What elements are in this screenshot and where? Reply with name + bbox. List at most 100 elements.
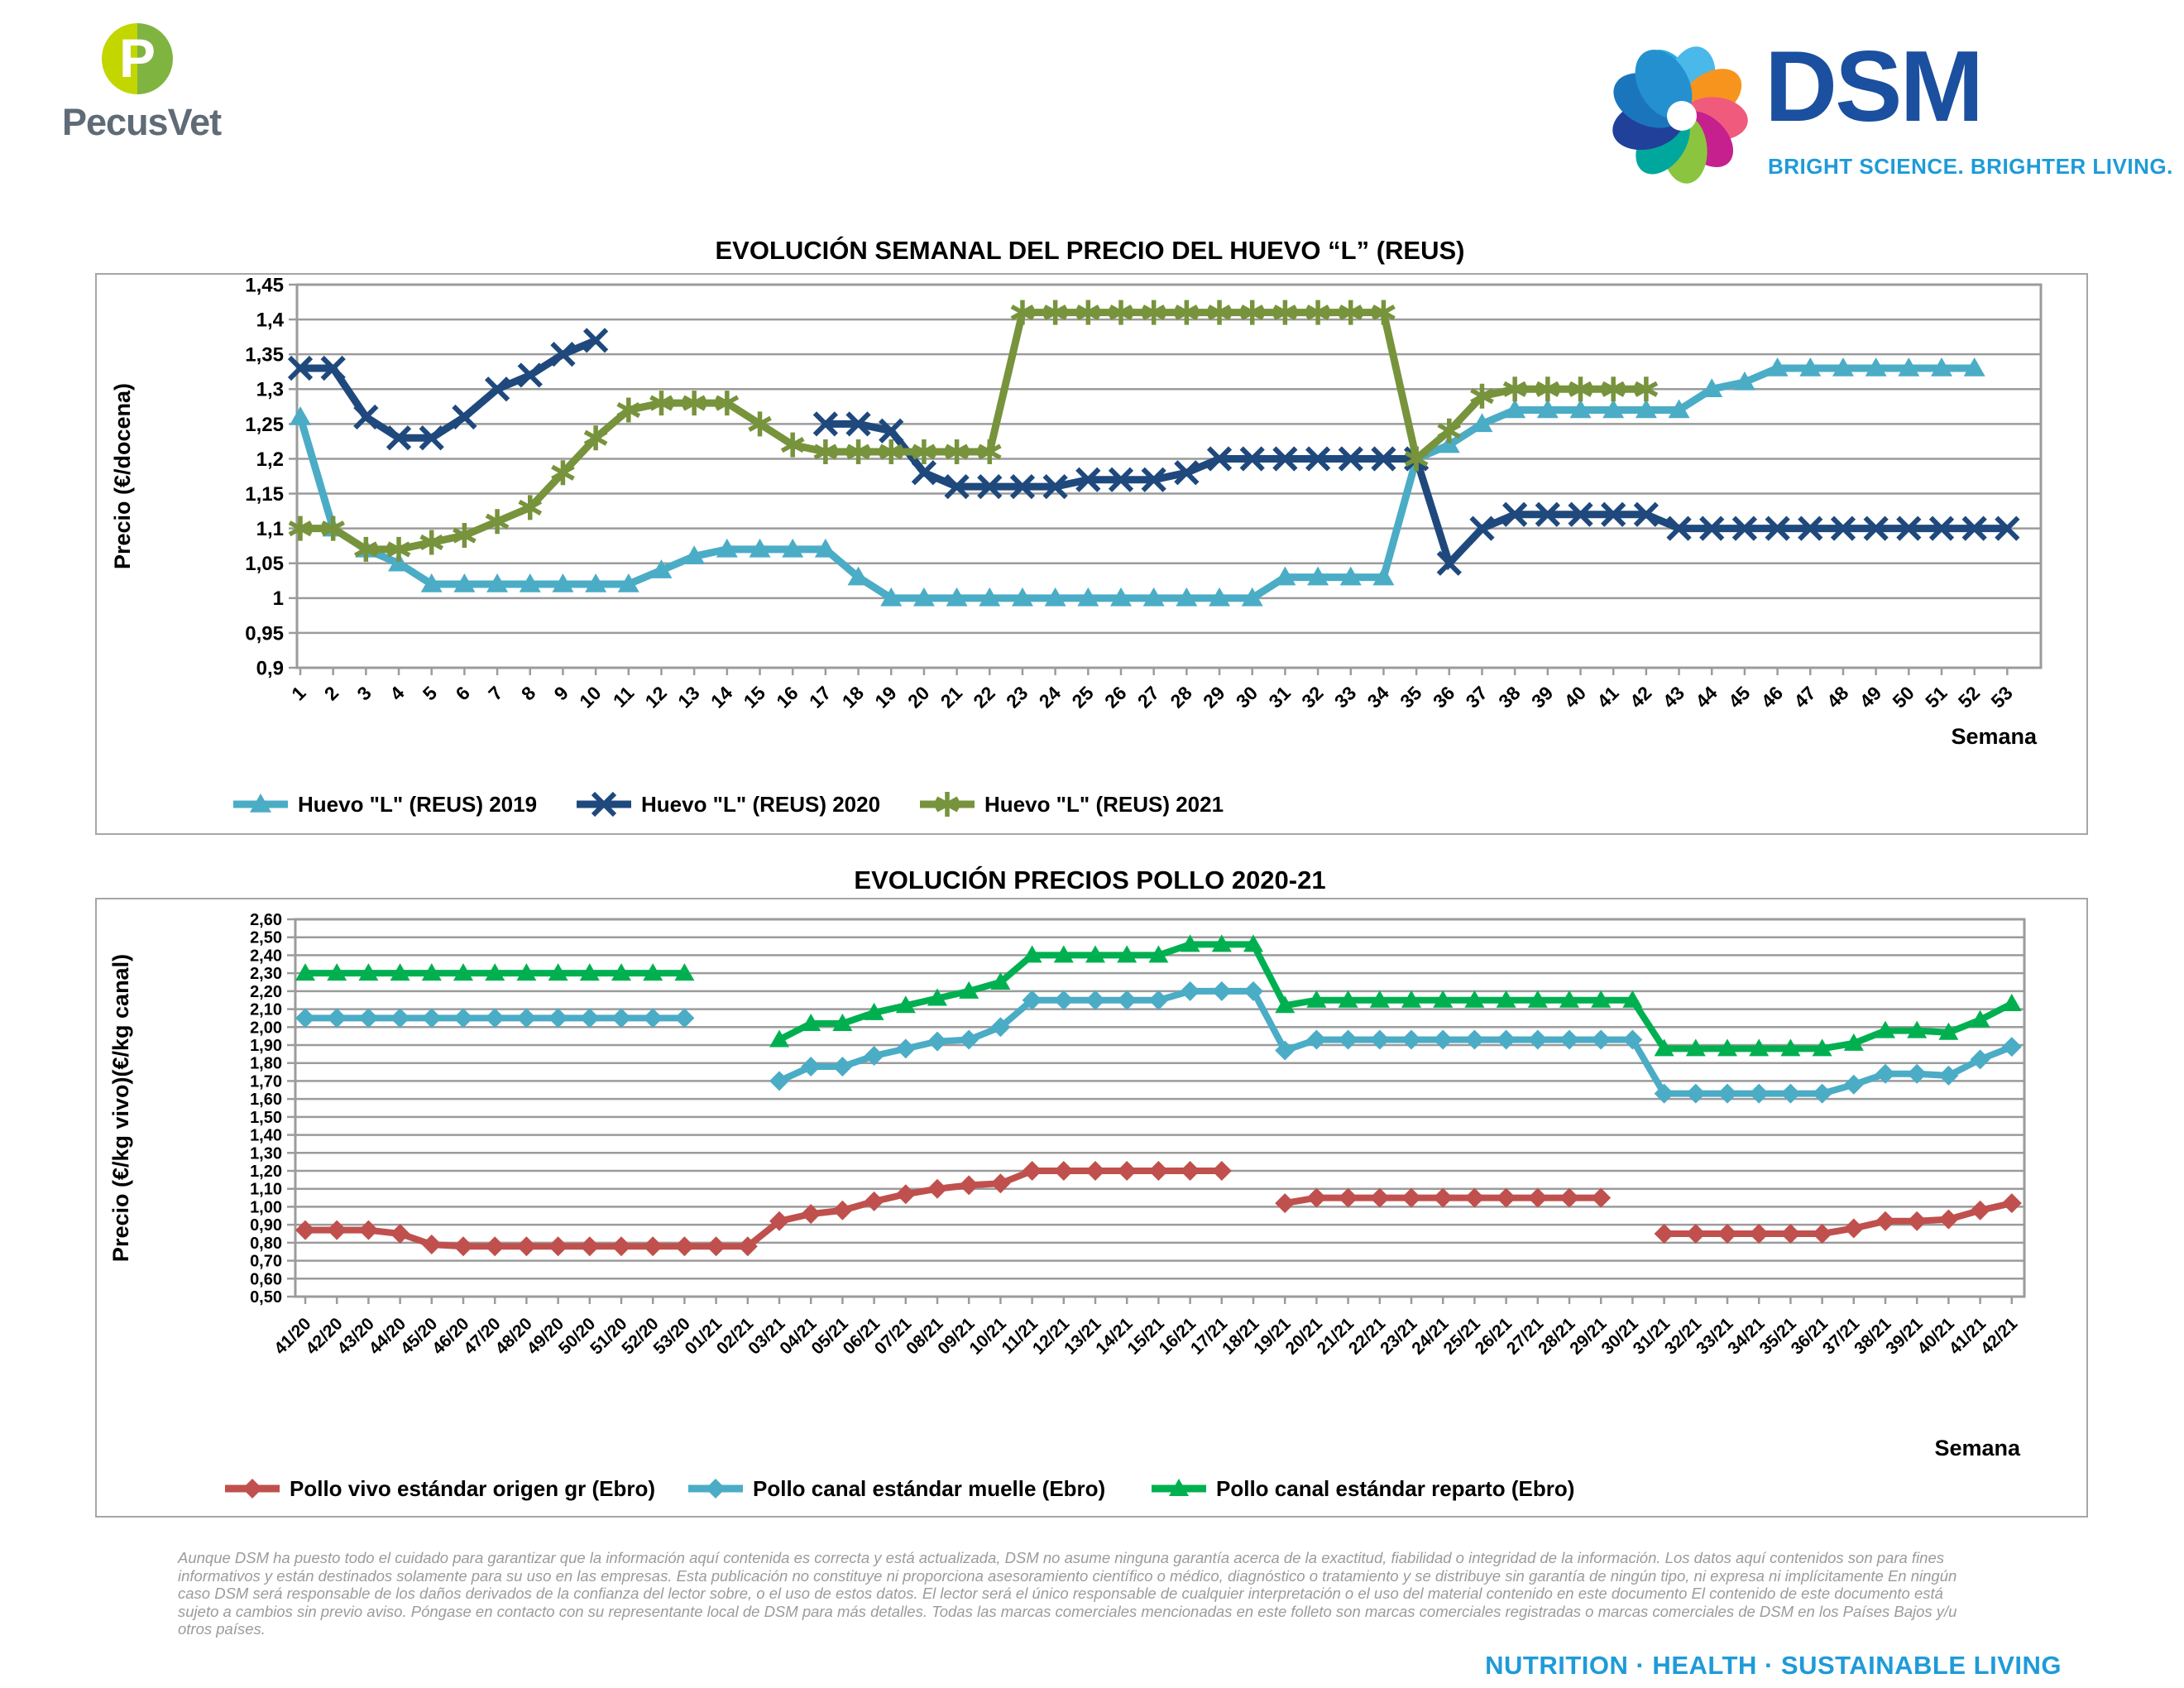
marker-diamond bbox=[927, 1031, 947, 1052]
marker-star bbox=[616, 397, 641, 423]
marker-triangle bbox=[1077, 587, 1099, 607]
marker-x bbox=[517, 362, 543, 388]
marker-triangle bbox=[912, 587, 935, 607]
legend: Huevo "L" (REUS) 2019 Huevo "L" (REUS) 20… bbox=[233, 791, 1224, 818]
x-tick-label: 28 bbox=[1166, 682, 1196, 712]
marker-triangle bbox=[1274, 566, 1296, 586]
marker-triangle bbox=[579, 963, 600, 981]
x-tick-label: 29 bbox=[1199, 682, 1228, 712]
marker-triangle bbox=[1401, 990, 1421, 1008]
marker-diamond bbox=[1211, 1161, 1232, 1181]
x-tick-label: 20 bbox=[903, 682, 933, 712]
marker-star bbox=[1010, 300, 1035, 325]
marker-triangle bbox=[1668, 399, 1690, 419]
marker-triangle bbox=[1812, 1038, 1832, 1057]
marker-diamond bbox=[990, 1173, 1011, 1194]
marker-diamond bbox=[1685, 1224, 1706, 1244]
x-tick-label: 6 bbox=[452, 682, 474, 704]
marker-diamond bbox=[1275, 1040, 1296, 1061]
marker-triangle bbox=[1931, 357, 1952, 376]
x-tick-label: 15 bbox=[740, 682, 770, 712]
marker-triangle bbox=[1635, 399, 1657, 419]
marker-x bbox=[582, 328, 609, 353]
marker-diamond bbox=[1053, 990, 1074, 1010]
marker-x bbox=[1009, 474, 1036, 500]
x-tick-label: 49 bbox=[1856, 682, 1885, 712]
marker-triangle bbox=[1622, 990, 1643, 1008]
y-tick-label: 0,95 bbox=[245, 622, 284, 645]
marker-triangle bbox=[1211, 934, 1232, 952]
marker-x bbox=[1863, 516, 1889, 541]
marker-triangle bbox=[895, 995, 916, 1014]
y-tick-label: 1,00 bbox=[250, 1198, 282, 1216]
x-tick-label: 21 bbox=[936, 682, 967, 712]
disclaimer-text: Aunque DSM ha puesto todo el cuidado par… bbox=[178, 1549, 2114, 1638]
marker-diamond bbox=[1622, 1029, 1643, 1050]
marker-diamond bbox=[1843, 1074, 1864, 1095]
chicken-chart-title: EVOLUCIÓN PRECIOS POLLO 2020-21 bbox=[854, 866, 1326, 894]
x-tick-label: 8 bbox=[517, 682, 540, 705]
marker-triangle bbox=[1169, 1479, 1189, 1496]
marker-star bbox=[977, 439, 1002, 465]
marker-x bbox=[812, 411, 839, 437]
marker-diamond bbox=[1685, 1083, 1706, 1104]
marker-diamond bbox=[453, 1008, 473, 1029]
marker-x bbox=[1174, 460, 1200, 486]
marker-diamond bbox=[1338, 1029, 1358, 1050]
marker-star bbox=[1470, 383, 1494, 409]
marker-diamond bbox=[1591, 1029, 1612, 1050]
x-tick-label: 26 bbox=[1100, 682, 1130, 712]
y-tick-label: 2,60 bbox=[250, 911, 282, 929]
marker-diamond bbox=[1369, 1187, 1390, 1208]
marker-diamond bbox=[1243, 981, 1263, 1001]
marker-x bbox=[1798, 516, 1823, 541]
pecusvet-monogram: P bbox=[118, 27, 156, 89]
marker-diamond bbox=[1559, 1029, 1579, 1050]
x-tick-label: 47 bbox=[1789, 682, 1819, 712]
marker-triangle bbox=[1749, 1038, 1770, 1057]
marker-diamond bbox=[1527, 1029, 1548, 1050]
marker-triangle bbox=[1527, 990, 1548, 1008]
marker-x bbox=[1666, 516, 1692, 541]
y-tick-label: 2,10 bbox=[250, 1001, 282, 1019]
marker-triangle bbox=[516, 963, 537, 981]
marker-diamond bbox=[1369, 1029, 1390, 1050]
marker-star bbox=[518, 495, 543, 520]
x-tick-label: 38 bbox=[1494, 682, 1525, 712]
y-tick-label: 1,2 bbox=[256, 448, 284, 471]
series-Pollo vivo estándar origen gr (Ebro) bbox=[295, 1161, 2022, 1257]
series-line bbox=[778, 941, 2014, 1053]
marker-diamond bbox=[674, 1008, 695, 1029]
marker-triangle bbox=[548, 963, 568, 981]
marker-triangle bbox=[1464, 990, 1485, 1008]
marker-triangle bbox=[1559, 990, 1579, 1008]
marker-diamond bbox=[358, 1008, 379, 1029]
marker-x bbox=[1896, 516, 1922, 541]
x-tick-label: 40 bbox=[1560, 682, 1590, 712]
marker-diamond bbox=[1907, 1211, 1928, 1231]
x-tick-label: 39 bbox=[1527, 682, 1557, 712]
plot-border bbox=[295, 283, 2043, 669]
marker-x bbox=[1568, 501, 1593, 527]
marker-diamond bbox=[832, 1057, 853, 1077]
marker-diamond bbox=[611, 1008, 631, 1029]
marker-x bbox=[484, 376, 510, 402]
marker-triangle bbox=[1569, 399, 1592, 419]
marker-triangle bbox=[1433, 990, 1454, 1008]
marker-triangle bbox=[683, 545, 706, 565]
chicken-chart-frame: 0,50 0,60 0,70 0,80 0,90 1,00 1,10 1,20 1,30 1,40… bbox=[95, 898, 2088, 1518]
marker-diamond bbox=[1875, 1063, 1895, 1084]
marker-triangle bbox=[617, 573, 639, 592]
marker-star bbox=[1305, 300, 1330, 325]
marker-star bbox=[912, 439, 936, 465]
marker-x bbox=[1305, 446, 1331, 472]
x-tick-label: 18 bbox=[838, 682, 869, 712]
marker-x bbox=[944, 474, 970, 500]
marker-diamond bbox=[674, 1236, 695, 1257]
marker-star bbox=[1043, 300, 1067, 325]
marker-diamond bbox=[485, 1236, 505, 1257]
marker-triangle bbox=[1085, 945, 1105, 963]
marker-x bbox=[1961, 516, 1987, 541]
marker-diamond bbox=[1148, 1161, 1169, 1181]
marker-triangle bbox=[1780, 1038, 1801, 1057]
